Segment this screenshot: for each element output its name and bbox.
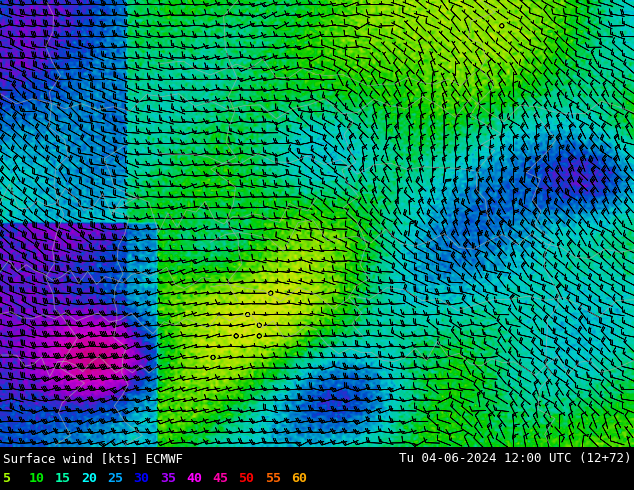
Text: 25: 25 [107,472,124,485]
Text: 55: 55 [264,472,281,485]
Text: 20: 20 [81,472,97,485]
Text: 45: 45 [212,472,228,485]
Text: 40: 40 [186,472,202,485]
Text: 15: 15 [55,472,71,485]
Text: Tu 04-06-2024 12:00 UTC (12+72): Tu 04-06-2024 12:00 UTC (12+72) [399,452,631,466]
Text: 50: 50 [238,472,254,485]
Text: 30: 30 [134,472,150,485]
Text: 60: 60 [291,472,307,485]
Text: 10: 10 [29,472,45,485]
Text: 5: 5 [3,472,11,485]
Text: 35: 35 [160,472,176,485]
Text: Surface wind [kts] ECMWF: Surface wind [kts] ECMWF [3,452,183,466]
